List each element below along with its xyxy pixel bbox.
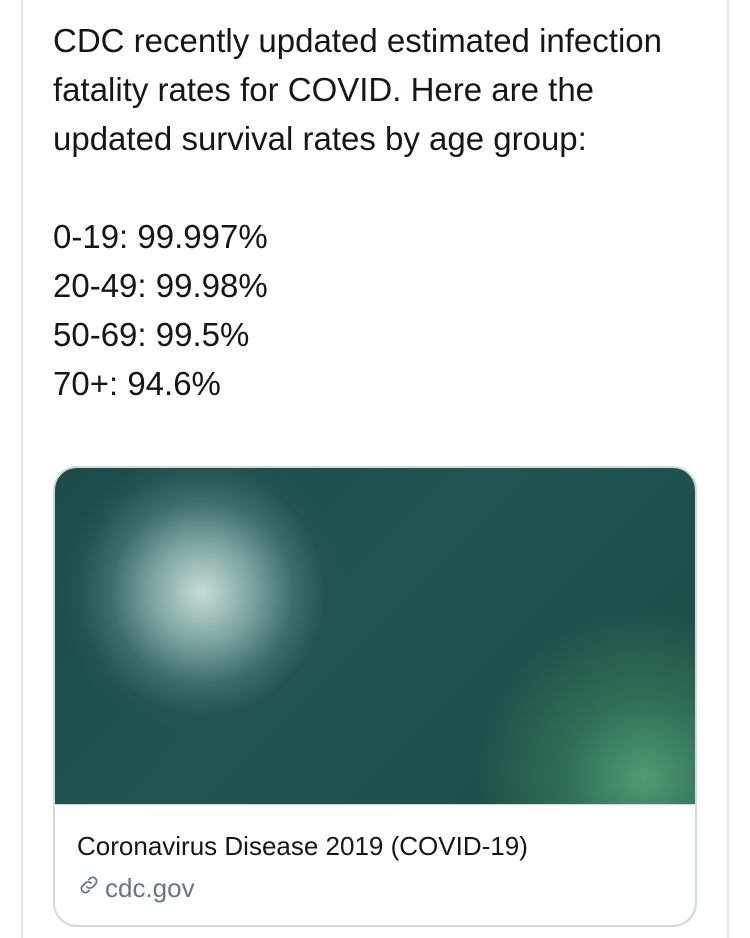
tweet-text: CDC recently updated estimated infection… bbox=[53, 22, 662, 402]
tweet-container bbox=[21, 0, 729, 938]
coronavirus-image bbox=[55, 468, 695, 804]
card-title: Coronavirus Disease 2019 (COVID-19) bbox=[77, 831, 528, 861]
link-icon bbox=[77, 873, 101, 904]
link-preview-card[interactable]: Coronavirus Disease 2019 (COVID-19) cdc.… bbox=[53, 466, 697, 927]
card-domain: cdc.gov bbox=[77, 873, 195, 904]
card-body: Coronavirus Disease 2019 (COVID-19) cdc.… bbox=[55, 804, 695, 925]
card-domain-text: cdc.gov bbox=[105, 873, 195, 903]
